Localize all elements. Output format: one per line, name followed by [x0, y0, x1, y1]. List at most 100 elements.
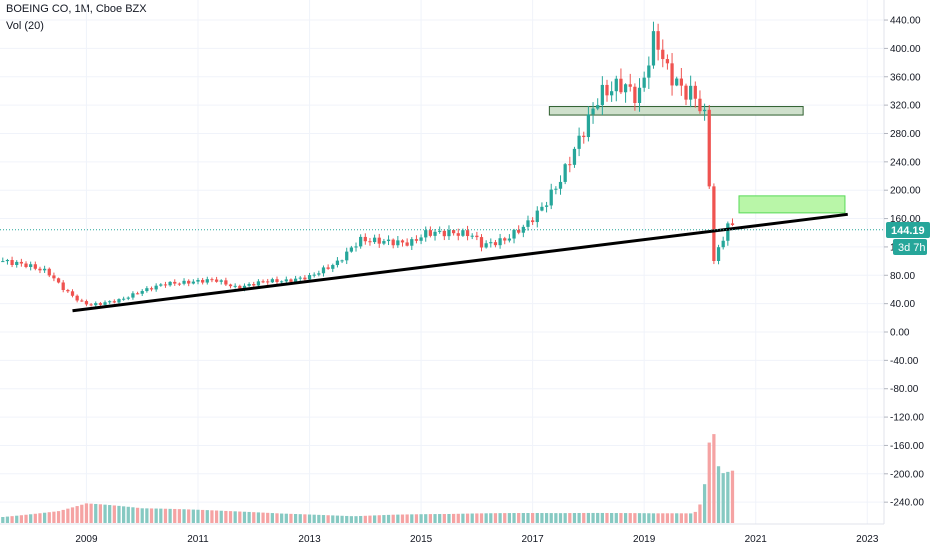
volume-bar — [586, 512, 591, 523]
volume-bar — [619, 513, 623, 523]
candle — [442, 230, 446, 237]
candle — [317, 273, 321, 275]
volume-bar — [205, 510, 209, 523]
y-tick-label: -160.00 — [890, 441, 924, 452]
candle — [377, 237, 381, 244]
candle — [419, 237, 423, 241]
candle — [475, 235, 479, 238]
candle — [493, 242, 498, 246]
candle — [117, 299, 121, 303]
volume-bar — [726, 471, 730, 523]
candle — [47, 268, 51, 276]
volume-bar — [544, 513, 549, 523]
volume-bar — [372, 515, 377, 523]
volume-bar — [359, 515, 363, 523]
volume-bar — [159, 508, 163, 523]
volume-bar — [98, 504, 103, 523]
candle — [591, 108, 595, 115]
candle — [52, 275, 56, 279]
candle — [391, 239, 395, 246]
candle — [187, 280, 191, 284]
candle — [558, 181, 563, 189]
volume-bar — [108, 505, 112, 523]
candle — [345, 251, 349, 261]
candle — [679, 78, 683, 86]
volume-bar — [405, 514, 409, 523]
candle — [507, 238, 512, 241]
y-tick-label: -40.00 — [890, 356, 919, 367]
trendline — [72, 212, 848, 313]
candle — [698, 98, 702, 112]
candle — [479, 237, 484, 248]
volume-bar — [24, 514, 28, 523]
volume-bar — [145, 508, 149, 523]
volume-bar — [433, 514, 437, 523]
volume-bar — [345, 515, 349, 523]
volume-bar — [531, 513, 535, 523]
candle — [424, 230, 428, 238]
candle — [656, 31, 660, 50]
volume-bar — [675, 513, 679, 523]
volume-bar — [56, 511, 61, 523]
candle — [5, 260, 10, 262]
candle — [182, 280, 186, 284]
candle — [214, 279, 219, 282]
candle — [596, 105, 600, 109]
volume-bar — [280, 513, 284, 523]
candle — [349, 247, 353, 252]
volume-bar — [201, 509, 205, 523]
volume-bar — [642, 513, 646, 523]
candle — [512, 229, 516, 239]
candle — [517, 229, 521, 233]
volume-bar — [610, 513, 614, 523]
candle — [70, 291, 75, 296]
candle — [159, 284, 163, 286]
candle — [98, 303, 103, 305]
volume-bar — [219, 510, 223, 523]
candle — [647, 65, 651, 78]
candle — [521, 226, 525, 233]
y-tick-label: 240.00 — [890, 157, 921, 168]
candle — [461, 230, 465, 236]
candle — [456, 233, 460, 236]
volume-bar — [535, 513, 539, 523]
candle — [498, 238, 502, 246]
candle — [396, 240, 400, 246]
candle — [29, 264, 33, 267]
volume-bar — [38, 513, 42, 523]
candle — [312, 274, 316, 276]
volume-bar — [354, 516, 358, 523]
volume-bar — [456, 513, 460, 523]
candle — [484, 243, 488, 248]
candle — [405, 242, 409, 246]
candle — [298, 277, 302, 279]
candle — [303, 277, 307, 280]
volume-bar — [33, 513, 37, 523]
x-tick-label: 2011 — [187, 534, 209, 545]
candle — [131, 293, 135, 298]
candle — [140, 291, 144, 294]
candle — [712, 186, 716, 261]
candle — [572, 148, 577, 165]
candle — [689, 85, 693, 100]
volume-bar — [424, 514, 428, 523]
candle — [531, 220, 535, 223]
volume-bar — [331, 515, 335, 523]
volume-bar — [182, 509, 186, 523]
volume-bar — [312, 514, 316, 523]
candle — [372, 237, 377, 243]
x-tick-label: 2021 — [745, 534, 768, 545]
volume-bar — [140, 508, 144, 523]
volume-bar — [19, 515, 24, 523]
candle — [145, 288, 149, 292]
candle — [293, 278, 298, 282]
target-zone — [738, 195, 846, 214]
candle — [149, 288, 154, 290]
x-tick-label: 2019 — [633, 534, 656, 545]
volume-bar — [247, 511, 251, 523]
volume-bar — [507, 513, 512, 523]
candle — [201, 279, 205, 283]
volume-bar — [242, 511, 247, 523]
volume-bar — [1, 517, 5, 523]
volume-bar — [540, 513, 544, 523]
